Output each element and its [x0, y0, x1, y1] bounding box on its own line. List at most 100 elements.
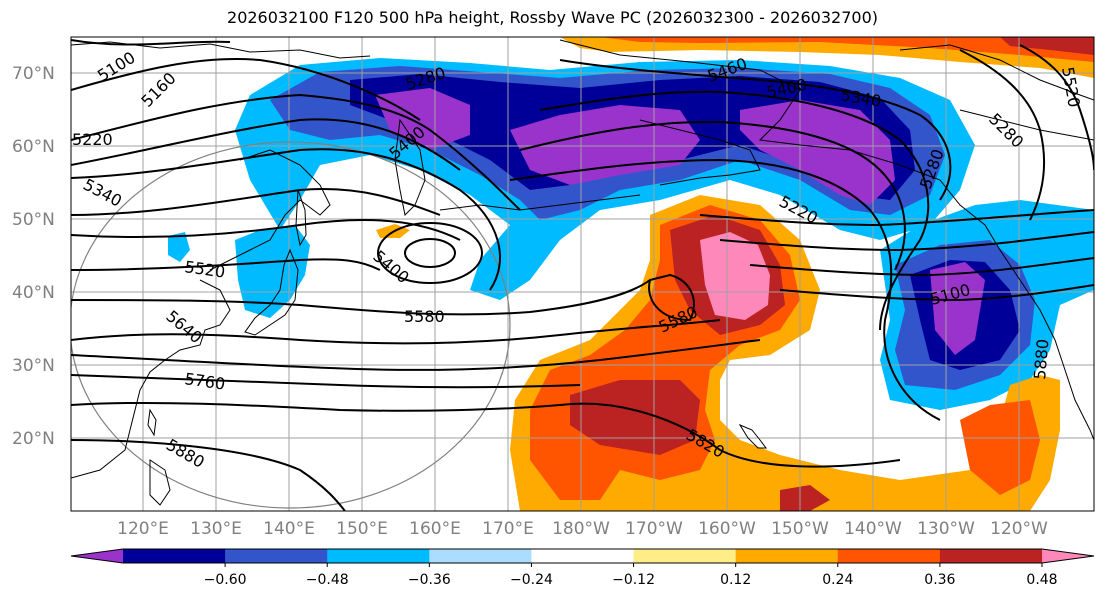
- contour-5700: [71, 339, 761, 371]
- contour-east-2: [719, 231, 1094, 252]
- coastline-alaska-west: [639, 119, 761, 186]
- lat-label-70: 70°N: [12, 64, 55, 84]
- contour-east-1: [699, 209, 1094, 227]
- coastline-kamchatka: [394, 118, 426, 217]
- lat-label-40: 40°N: [12, 283, 55, 303]
- coastline-sakhalin: [295, 189, 307, 247]
- anomaly-small-blue: [168, 232, 190, 262]
- colorbar-outline: [70, 548, 1095, 564]
- contour-5880: [71, 439, 346, 511]
- lon-label-120w: 120°W: [990, 519, 1048, 539]
- contour-east-4: [779, 284, 1094, 302]
- anomaly-north-purple-3: [740, 100, 895, 205]
- colorbar-segment: [735, 549, 839, 563]
- anomaly-arctic-core: [1000, 37, 1094, 55]
- coastline-alaska: [559, 39, 1001, 251]
- lon-label-160w: 160°W: [698, 519, 756, 539]
- anomaly-north-purple: [375, 88, 470, 150]
- anomaly-shading: [168, 37, 1094, 511]
- contour-north-east: [1019, 44, 1094, 171]
- lon-label-170e: 170°E: [482, 519, 534, 539]
- map-title: 2026032100 F120 500 hPa height, Rossby W…: [227, 8, 878, 27]
- lon-label-150e: 150°E: [336, 519, 388, 539]
- height-contours: [71, 39, 1094, 511]
- latitude-labels: 70°N 60°N 50°N 40°N 30°N 20°N: [12, 64, 55, 449]
- anomaly-south-strip-red: [780, 485, 830, 511]
- lon-label-140e: 140°E: [263, 519, 315, 539]
- anomaly-central-pink: [700, 232, 770, 320]
- gridlines: [71, 37, 1094, 511]
- colorbar-extend-low: [71, 549, 123, 563]
- anomaly-southeast-red: [960, 400, 1040, 495]
- map-border: [70, 36, 1095, 512]
- lon-label-130w: 130°W: [917, 519, 975, 539]
- colorbar-segment: [327, 549, 430, 563]
- coastline-okhotsk: [209, 149, 331, 271]
- lon-label-140w: 140°W: [844, 519, 902, 539]
- contour-north-east-2: [959, 49, 1046, 221]
- colorbar-segment: [225, 549, 328, 563]
- colorbar-segment: [633, 549, 737, 563]
- contour-low-5340: [404, 238, 456, 268]
- contour-5100: [71, 39, 231, 46]
- colorbar-tick-label: −0.24: [510, 572, 553, 588]
- lon-label-120e: 120°E: [117, 519, 169, 539]
- contour-alaska-1: [559, 59, 952, 201]
- lat-label-60: 60°N: [12, 137, 55, 157]
- contour-5280: [71, 118, 461, 171]
- contour-low-5400: [377, 222, 483, 284]
- coastline-philippines: [149, 459, 171, 506]
- coastline-taiwan: [147, 408, 157, 437]
- lon-label-150w: 150°W: [771, 519, 829, 539]
- colorbar-segment: [123, 549, 226, 563]
- coastline-hawaii: [738, 423, 767, 449]
- map-area: 5100 5160 5220 5280 5340 5400 5460 5400 …: [71, 37, 1094, 511]
- contour-5400: [71, 188, 441, 216]
- colorbar-tick-label: −0.60: [204, 572, 247, 588]
- lat-label-20: 20°N: [12, 429, 55, 449]
- colorbar: −0.60 −0.48 −0.36 −0.24 −0.12 0.12 0.24 0.36 0.4…: [70, 548, 1095, 588]
- anomaly-arctic-strong: [600, 37, 1094, 62]
- coastline-asia-north: [71, 41, 371, 59]
- colorbar-tick-label: −0.48: [306, 572, 349, 588]
- anomaly-south-dark-red: [570, 380, 700, 455]
- contour-label-5220-west: 5220: [72, 130, 113, 149]
- contour-alaska-4: [509, 158, 941, 421]
- colorbar-tick-label: 0.24: [822, 572, 853, 588]
- lon-label-160e: 160°E: [409, 519, 461, 539]
- lat-label-30: 30°N: [12, 356, 55, 376]
- contour-alaska-2: [539, 90, 930, 331]
- colorbar-segment: [837, 549, 941, 563]
- contour-label-5580: 5580: [404, 307, 445, 326]
- contour-5820: [71, 401, 901, 468]
- colorbar-segment: [939, 549, 1043, 563]
- contour-5520: [71, 258, 381, 271]
- contour-5640: [71, 319, 721, 345]
- coastlines: [71, 39, 1094, 506]
- lon-label-180w: 180°W: [552, 519, 610, 539]
- coastline-japan: [244, 248, 299, 336]
- contour-east-3: [749, 257, 1094, 277]
- reference-circle: [71, 141, 511, 509]
- colorbar-tick-label: 0.48: [1026, 572, 1057, 588]
- colorbar-segment: [531, 549, 635, 563]
- contour-5580: [71, 279, 651, 316]
- coastline-canada-north: [899, 44, 1094, 101]
- coastline-na-west: [999, 249, 1094, 441]
- lat-label-50: 50°N: [12, 210, 55, 230]
- contour-label-5880-east: 5880: [1030, 338, 1052, 380]
- lon-label-170w: 170°W: [625, 519, 683, 539]
- coastline-aleutians: [439, 194, 641, 211]
- contour-5760: [71, 374, 581, 389]
- colorbar-tick-label: −0.12: [612, 572, 655, 588]
- colorbar-tick-label: −0.36: [408, 572, 451, 588]
- coastline-na-interior: [959, 109, 1094, 141]
- anomaly-east-purple: [930, 262, 985, 355]
- contour-alaska-3: [519, 120, 906, 271]
- contour-5340: [71, 148, 501, 291]
- colorbar-tick-label: 0.12: [720, 572, 751, 588]
- lon-label-130e: 130°E: [190, 519, 242, 539]
- contour-central-loop: [648, 273, 695, 322]
- colorbar-segment: [429, 549, 532, 563]
